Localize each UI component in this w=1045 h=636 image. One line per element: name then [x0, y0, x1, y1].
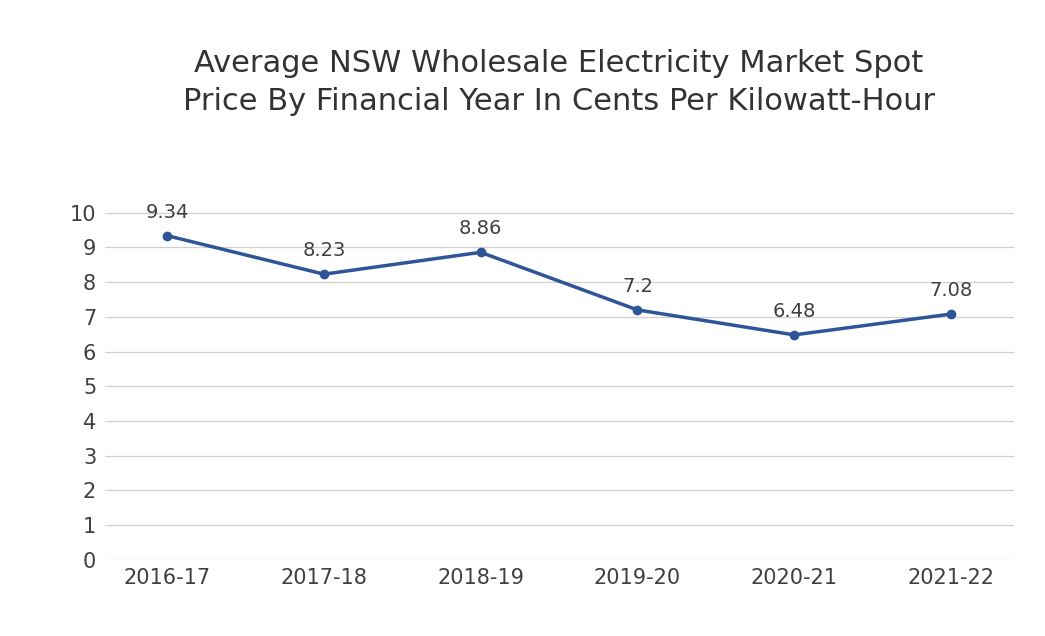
Text: Average NSW Wholesale Electricity Market Spot
Price By Financial Year In Cents P: Average NSW Wholesale Electricity Market… [183, 49, 935, 116]
Text: 6.48: 6.48 [772, 302, 816, 321]
Text: 8.86: 8.86 [459, 219, 503, 238]
Text: 8.23: 8.23 [302, 241, 346, 260]
Text: 7.2: 7.2 [622, 277, 653, 296]
Text: 9.34: 9.34 [145, 203, 189, 222]
Text: 7.08: 7.08 [929, 281, 973, 300]
